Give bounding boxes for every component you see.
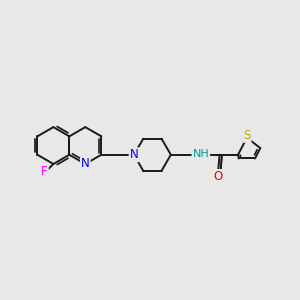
Text: O: O <box>214 170 223 183</box>
Text: N: N <box>81 158 90 170</box>
Text: F: F <box>41 165 48 178</box>
Text: H: H <box>197 150 205 160</box>
Text: NH: NH <box>193 149 209 160</box>
Text: S: S <box>243 129 250 142</box>
Text: N: N <box>130 148 138 161</box>
